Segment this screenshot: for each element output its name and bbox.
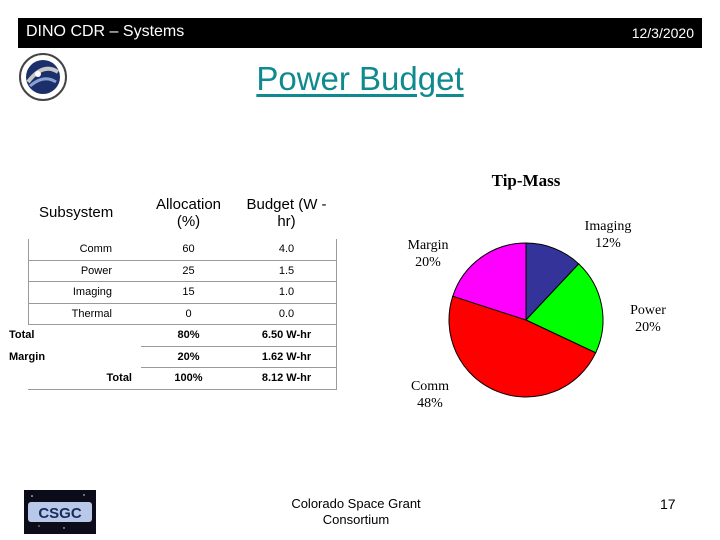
row-name: Comm [28, 238, 141, 261]
pie-slice-power [525, 263, 604, 354]
header-budget: Budget (W -hr) [246, 195, 327, 230]
grand-total-budget: 8.12 W-hr [236, 367, 337, 390]
grand-total-label: Total [28, 367, 141, 390]
pie-label-margin: Margin [408, 238, 449, 253]
mission-logo-icon [19, 53, 67, 101]
header-allocation: Allocation (%) [155, 195, 222, 230]
power-budget-table: Subsystem Allocation (%) Budget (W -hr) … [9, 186, 337, 390]
table-row: Thermal 0 0.0 [28, 303, 337, 325]
pie-value-power: 20% [635, 320, 661, 335]
pie-value-imaging: 12% [595, 236, 621, 251]
row-budget: 4.0 [236, 238, 337, 261]
logo-text: CSGC [38, 505, 82, 522]
row-budget: 1.0 [236, 281, 337, 304]
tip-mass-pie-chart: Tip-Mass Imaging 12% Power 20% Comm 48% Margin… [408, 171, 667, 411]
header-bar: DINO CDR – Systems 12/3/2020 [18, 18, 702, 48]
pie-label-comm: Comm [411, 379, 449, 394]
total-budget: 6.50 W-hr [236, 324, 337, 347]
header-subsystem: Subsystem [39, 204, 114, 221]
grand-total-allocation: 100% [140, 367, 237, 390]
margin-label: Margin [9, 350, 46, 363]
row-budget: 0.0 [236, 303, 337, 325]
table-row: Comm 60 4.0 [28, 238, 337, 261]
header-title: DINO CDR – Systems [26, 23, 185, 40]
row-allocation: 0 [140, 303, 237, 325]
pie-slice-comm [448, 295, 597, 398]
margin-allocation: 20% [140, 346, 237, 368]
footer-org-line1: Colorado Space Grant [291, 496, 421, 511]
footer-org: Colorado Space Grant Consortium [270, 496, 442, 528]
header-date: 12/3/2020 [631, 25, 694, 41]
pie-label-power: Power [630, 303, 666, 318]
row-name: Imaging [28, 281, 141, 304]
table-row: Power 25 1.5 [28, 260, 337, 282]
total-label: Total [9, 329, 35, 342]
pie-label-imaging: Imaging [585, 219, 632, 234]
row-budget: 1.5 [236, 260, 337, 282]
table-row: Imaging 15 1.0 [28, 281, 337, 304]
row-allocation: 60 [140, 238, 237, 261]
pie-title: Tip-Mass [492, 171, 561, 190]
footer-org-line2: Consortium [322, 512, 390, 527]
row-allocation: 25 [140, 260, 237, 282]
total-allocation: 80% [140, 324, 237, 347]
table-header-row: Subsystem Allocation (%) Budget (W -hr) [29, 187, 337, 239]
page-number: 17 [660, 496, 676, 512]
row-name: Power [28, 260, 141, 282]
row-allocation: 15 [140, 281, 237, 304]
table-row-margin: Margin 20% 1.62 W-hr [9, 346, 337, 368]
csgc-logo-icon: CSGC [24, 490, 96, 534]
margin-budget: 1.62 W-hr [236, 346, 337, 368]
pie-slice-margin [452, 242, 527, 321]
slide-title: Power Budget [256, 60, 464, 97]
table-row-grand-total: Total 100% 8.12 W-hr [28, 367, 337, 390]
row-name: Thermal [28, 303, 141, 325]
table-row-total: Total 80% 6.50 W-hr [9, 324, 337, 347]
pie-value-margin: 20% [415, 255, 441, 270]
pie-value-comm: 48% [417, 396, 443, 411]
